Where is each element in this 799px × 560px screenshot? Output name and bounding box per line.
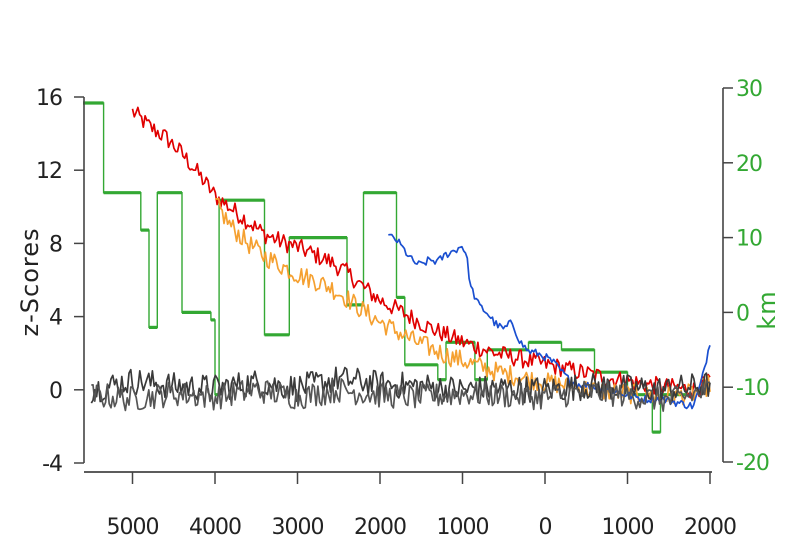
y2-axis-title: km bbox=[753, 290, 781, 329]
x-tick-label: 1000 bbox=[602, 515, 654, 540]
y-tick-label-left: 4 bbox=[49, 306, 62, 331]
series-line-4 bbox=[91, 378, 711, 412]
y-tick-label-right: 20 bbox=[736, 152, 762, 177]
series-line-1 bbox=[214, 197, 711, 406]
series-line-0 bbox=[131, 106, 711, 399]
y-tick-label-left: 0 bbox=[49, 379, 62, 404]
y-tick-label-right: 10 bbox=[736, 227, 762, 252]
x-tick-label: 2000 bbox=[354, 515, 406, 540]
y-tick-label-right: -10 bbox=[736, 376, 769, 401]
x-tick-label: 3000 bbox=[272, 515, 324, 540]
x-ticks: 5000 4000 3000 2000 1000 0 1000 2000 bbox=[107, 472, 737, 540]
series-layer bbox=[83, 101, 711, 434]
y-tick-label-left: -4 bbox=[42, 452, 62, 477]
x-tick-label: 4000 bbox=[189, 515, 241, 540]
x-tick-label: 2000 bbox=[684, 515, 736, 540]
x-tick-label: 5000 bbox=[107, 515, 159, 540]
y-tick-label-right: 30 bbox=[736, 77, 762, 102]
y-tick-label-right: -20 bbox=[736, 451, 769, 476]
series-line-2 bbox=[388, 233, 711, 410]
y-ticks-left: -4 0 4 8 12 16 bbox=[36, 86, 84, 477]
y-axis-title: z-Scores bbox=[16, 228, 44, 337]
y-tick-label-left: 16 bbox=[36, 86, 62, 111]
y-ticks-right: -20 -10 0 10 20 30 bbox=[723, 77, 770, 476]
y-tick-label-right: 0 bbox=[736, 301, 749, 326]
x-tick-label: 1000 bbox=[437, 515, 489, 540]
x-tick-label: 0 bbox=[539, 515, 552, 540]
y-tick-label-left: 12 bbox=[36, 159, 62, 184]
y-tick-label-left: 8 bbox=[49, 232, 62, 257]
